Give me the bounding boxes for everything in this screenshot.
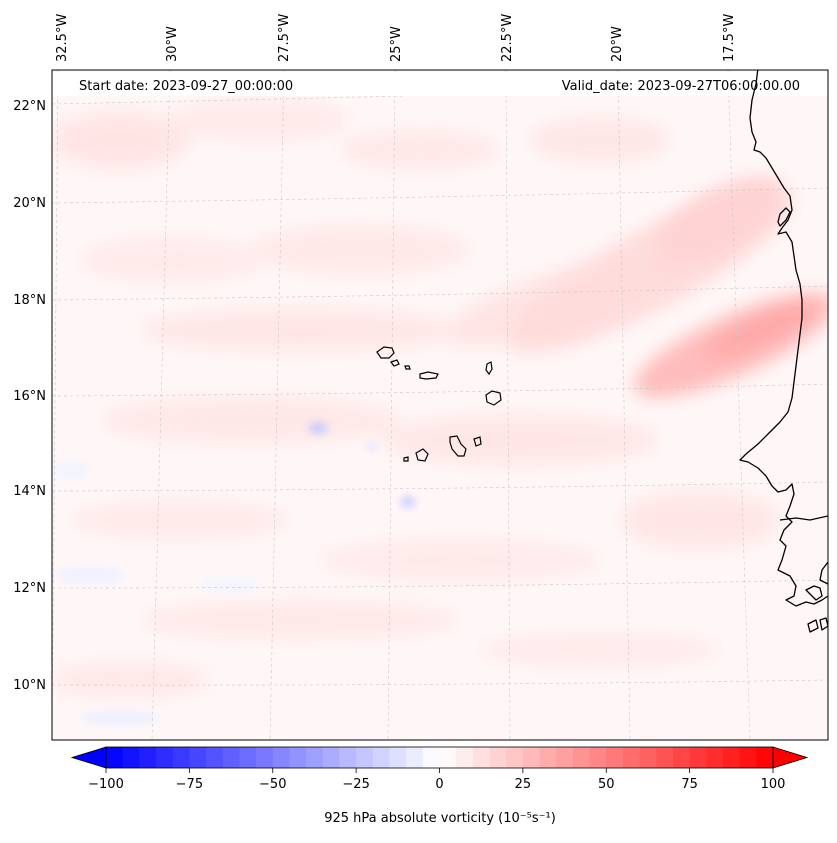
lon-label-27-5w: 27.5°W bbox=[277, 14, 292, 62]
lat-label-18n: 18°N bbox=[13, 293, 46, 308]
island-sao-nicolau bbox=[419, 371, 439, 380]
island-fogo bbox=[415, 448, 429, 462]
west-african-coastline bbox=[739, 70, 828, 633]
lat-label-16n: 16°N bbox=[13, 389, 46, 404]
colorbar-cell bbox=[756, 747, 774, 768]
colorbar-label: 925 hPa absolute vorticity (10⁻⁵s⁻¹) bbox=[324, 811, 556, 826]
colorbar-cell bbox=[189, 747, 207, 768]
colorbar-cell bbox=[456, 747, 474, 768]
colorbar-cell bbox=[306, 747, 324, 768]
colorbar-extend-min bbox=[70, 746, 107, 769]
colorbar-cell bbox=[506, 747, 524, 768]
colorbar-cell bbox=[722, 747, 741, 768]
colorbar-tick-label: −75 bbox=[176, 777, 203, 792]
colorbar-cell bbox=[289, 747, 307, 768]
lat-label-22n: 22°N bbox=[13, 99, 46, 114]
colorbar-tick-label: −100 bbox=[88, 777, 124, 792]
colorbar-cell bbox=[622, 747, 641, 768]
colorbar-cell bbox=[356, 747, 374, 768]
colorbar-cell bbox=[689, 747, 707, 768]
colorbar-cell bbox=[206, 747, 224, 768]
lon-label-20w: 20°W bbox=[610, 26, 625, 62]
colorbar-cell bbox=[156, 747, 174, 768]
header-band bbox=[52, 72, 828, 96]
lon-label-25w: 25°W bbox=[389, 26, 404, 62]
colorbar-cell bbox=[489, 747, 507, 768]
colorbar-cell bbox=[139, 747, 157, 768]
lon-label-30w: 30°W bbox=[165, 26, 180, 62]
lat-label-10n: 10°N bbox=[13, 678, 46, 693]
colorbar-cell bbox=[589, 747, 607, 768]
colorbar-cell bbox=[439, 747, 457, 768]
lon-label-17-5w: 17.5°W bbox=[722, 14, 737, 62]
lat-label-12n: 12°N bbox=[13, 581, 46, 596]
colorbar-cell bbox=[539, 747, 557, 768]
valid-date-label: Valid_date: 2023-09-27T06:00:00.00 bbox=[562, 79, 800, 94]
colorbar-ticks: −100 −75 −50 −25 0 25 50 75 100 bbox=[88, 768, 785, 792]
colorbar-cell bbox=[572, 747, 591, 768]
colorbar-cell bbox=[739, 747, 757, 768]
start-date-label: Start date: 2023-09-27_00:00:00 bbox=[79, 79, 293, 94]
colorbar-cell bbox=[472, 747, 491, 768]
colorbar-cell bbox=[106, 747, 124, 768]
colorbar-cell bbox=[256, 747, 274, 768]
colorbar-cell bbox=[422, 747, 441, 768]
colorbar-cell bbox=[372, 747, 391, 768]
colorbar-tick-label: −50 bbox=[259, 777, 286, 792]
colorbar-tick-label: −25 bbox=[342, 777, 369, 792]
island-maio bbox=[473, 436, 482, 447]
colorbar-cell bbox=[522, 747, 541, 768]
colorbar-cell bbox=[272, 747, 291, 768]
colorbar-cell bbox=[322, 747, 341, 768]
colorbar-cell bbox=[672, 747, 691, 768]
colorbar-tick-label: 75 bbox=[681, 777, 698, 792]
colorbar-tick-label: 0 bbox=[435, 777, 443, 792]
colorbar-tick-label: 25 bbox=[515, 777, 532, 792]
colorbar-cell bbox=[339, 747, 357, 768]
island-boa-vista bbox=[485, 390, 502, 406]
island-sao-vicente bbox=[390, 359, 400, 367]
colorbar: −100 −75 −50 −25 0 25 50 75 100 925 hPa absolute… bbox=[70, 746, 809, 826]
island-santa-luzia bbox=[404, 365, 411, 370]
island-brava bbox=[403, 456, 409, 462]
colorbar-cell bbox=[122, 747, 140, 768]
lon-label-32-5w: 32.5°W bbox=[55, 14, 70, 62]
lon-label-22-5w: 22.5°W bbox=[500, 14, 515, 62]
colorbar-cell bbox=[639, 747, 657, 768]
latitude-labels: 22°N 20°N 18°N 16°N 14°N 12°N 10°N bbox=[13, 99, 46, 693]
lat-label-20n: 20°N bbox=[13, 196, 46, 211]
colorbar-tick-label: 50 bbox=[598, 777, 615, 792]
colorbar-cell bbox=[406, 747, 424, 768]
island-santo-antao bbox=[376, 346, 395, 359]
colorbar-cell bbox=[606, 747, 624, 768]
colorbar-cell bbox=[222, 747, 241, 768]
colorbar-cells bbox=[106, 747, 774, 768]
graticule bbox=[52, 70, 828, 740]
colorbar-tick-label: 100 bbox=[761, 777, 786, 792]
colorbar-cell bbox=[656, 747, 674, 768]
longitude-labels: 32.5°W 30°W 27.5°W 25°W 22.5°W 20°W 17.5… bbox=[55, 14, 737, 62]
vorticity-field bbox=[52, 98, 828, 726]
map-frame bbox=[51, 69, 829, 741]
island-sal bbox=[485, 361, 493, 376]
colorbar-cell bbox=[239, 747, 257, 768]
colorbar-cell bbox=[389, 747, 407, 768]
colorbar-cell bbox=[556, 747, 574, 768]
colorbar-cell bbox=[172, 747, 190, 768]
lat-label-14n: 14°N bbox=[13, 484, 46, 499]
colorbar-cell bbox=[706, 747, 724, 768]
colorbar-extend-max bbox=[772, 746, 809, 769]
island-santiago bbox=[449, 435, 467, 457]
cape-verde-islands bbox=[376, 346, 502, 462]
